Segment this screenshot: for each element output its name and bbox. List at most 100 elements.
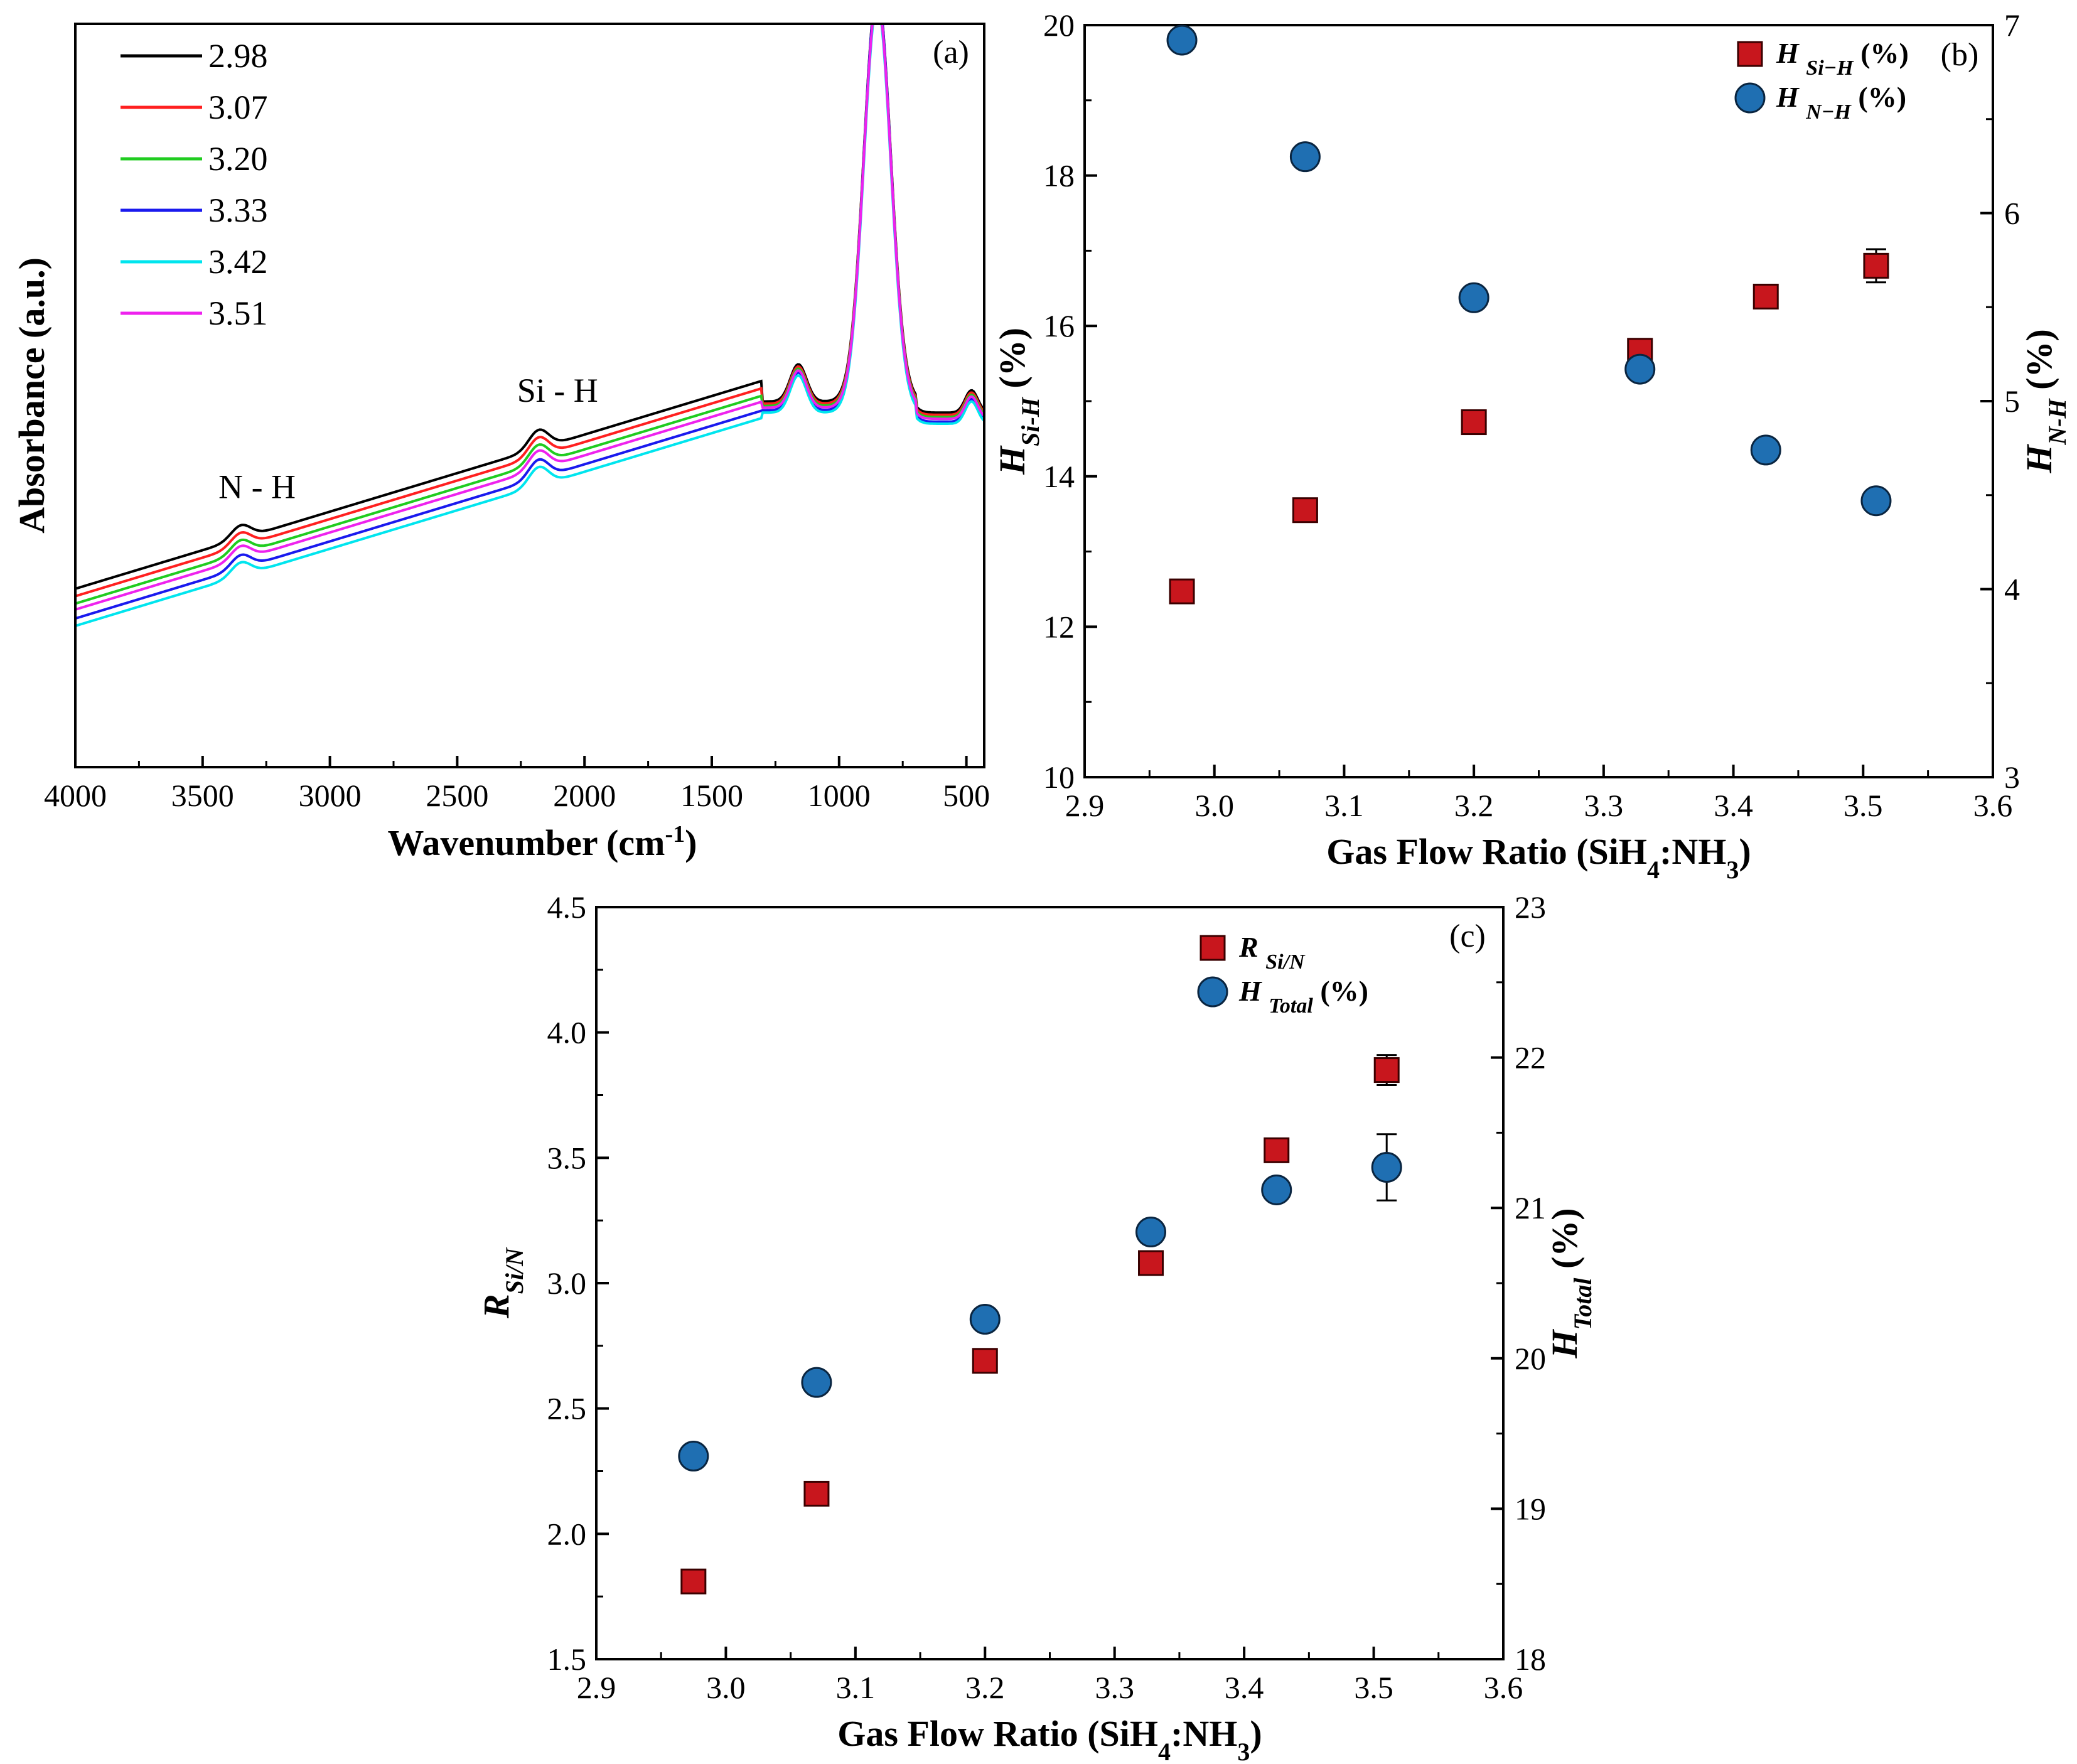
spectrum-line-3.33 [75, 24, 984, 620]
square-point-c-1 [803, 1480, 830, 1507]
x-tick-label-b-3.3: 3.3 [1584, 788, 1624, 823]
y-right-axis-label-b: HN-H (%) [2019, 329, 2071, 474]
y-left-tick-label-b-20: 20 [1043, 8, 1075, 43]
legend-label-3.51: 3.51 [208, 294, 268, 332]
x-axis-label-a: Wavenumber (cm-1) [388, 821, 697, 863]
panel-a: 4000 3500 3000 2500 2000 1500 1000 500 Wavenumbe… [11, 23, 990, 863]
y-left-axis-label-c: RSi/N [476, 1247, 529, 1319]
y-axis-label-a: Absorbance (a.u.) [11, 257, 52, 534]
x-tick-label-c-3.5: 3.5 [1354, 1670, 1393, 1705]
square-point-b-5 [1863, 252, 1889, 279]
x-tick-label-b-3.0: 3.0 [1194, 788, 1234, 823]
y-left-tick-label-c-4.5: 4.5 [547, 890, 587, 925]
circle-point-c-4 [1261, 1174, 1292, 1205]
circle-point-b-4 [1750, 434, 1781, 466]
square-point-b-4 [1752, 283, 1779, 309]
panel-label-c: (c) [1449, 918, 1486, 954]
circle-point-c-3 [1135, 1217, 1167, 1248]
legend-label-3.07: 3.07 [208, 89, 268, 126]
y-right-tick-label-c-20: 20 [1515, 1341, 1546, 1376]
circle-point-c-1 [801, 1367, 832, 1398]
annotation-nh: N - H [218, 468, 296, 506]
y-left-tick-label-c-1.5: 1.5 [547, 1642, 587, 1677]
square-point-c-4 [1264, 1137, 1290, 1163]
y-right-tick-label-c-23: 23 [1515, 890, 1546, 925]
legend-square-b [1737, 41, 1763, 67]
x-tick-label-c-3.2: 3.2 [965, 1670, 1005, 1705]
plot-frame-a [74, 23, 985, 768]
y-right-axis-label-c: HTotal (%) [1544, 1208, 1597, 1358]
y-left-tick-label-b-16: 16 [1043, 308, 1075, 343]
y-left-tick-label-b-12: 12 [1043, 609, 1075, 644]
circle-point-b-1 [1289, 141, 1321, 173]
y-left-tick-label-c-3.5: 3.5 [547, 1140, 587, 1175]
spectrum-line-2.98 [75, 24, 984, 590]
y-left-tick-label-c-4.0: 4.0 [547, 1015, 587, 1050]
circle-point-c-0 [678, 1441, 709, 1472]
y-right-tick-label-c-21: 21 [1515, 1190, 1546, 1225]
x-tick-label-b-3.4: 3.4 [1714, 788, 1753, 823]
plot-frame-c [595, 906, 1505, 1660]
x-tick-label-c-3.6: 3.6 [1484, 1670, 1523, 1705]
spectrum-line-3.51 [75, 24, 984, 611]
spectrum-line-3.42 [75, 24, 984, 627]
circle-point-c-2 [969, 1304, 1001, 1335]
circle-point-b-2 [1458, 282, 1489, 313]
panel-c: 2.9 3.0 3.1 3.2 3.3 3.4 3.5 3.6 1.5 2.0 2.5 3.0 3.5 4… [476, 890, 1597, 1764]
legend-label-3.20: 3.20 [208, 140, 268, 178]
y-right-tick-label-b-5: 5 [2004, 384, 2020, 419]
legend-label-b-1: H N−H (%) [1776, 81, 1906, 124]
y-right-tick-label-b-4: 4 [2004, 572, 2020, 607]
y-right-tick-label-c-19: 19 [1515, 1491, 1546, 1526]
x-tick-label-b-3.2: 3.2 [1454, 788, 1494, 823]
square-point-b-2 [1461, 409, 1487, 436]
x-tick-label-c-3.3: 3.3 [1095, 1670, 1134, 1705]
x-tick-label-b-2.9: 2.9 [1065, 788, 1105, 823]
x-axis-label-c: Gas Flow Ratio (SiH4:NH3) [837, 1713, 1262, 1764]
x-tick-label-a-3000: 3000 [299, 778, 362, 813]
circle-point-b-5 [1860, 485, 1892, 517]
panel-b: 2.9 3.0 3.1 3.2 3.3 3.4 3.5 3.6 10 12 14 16 18 20 3 4 5 6… [992, 8, 2071, 884]
x-tick-label-b-3.1: 3.1 [1324, 788, 1364, 823]
x-tick-label-c-3.1: 3.1 [836, 1670, 876, 1705]
circle-point-b-0 [1166, 24, 1198, 56]
circle-point-b-3 [1624, 353, 1656, 385]
legend-circle-b [1734, 82, 1766, 114]
x-tick-label-c-2.9: 2.9 [577, 1670, 616, 1705]
x-tick-label-c-3.0: 3.0 [706, 1670, 746, 1705]
legend-square-c [1200, 935, 1226, 961]
panel-label-b: (b) [1941, 37, 1979, 73]
legend-label-c-1: H Total (%) [1238, 975, 1368, 1018]
spectrum-line-3.20 [75, 24, 984, 605]
legend-label-3.33: 3.33 [208, 191, 268, 229]
panel-label-a: (a) [933, 35, 969, 70]
y-left-tick-label-b-10: 10 [1043, 760, 1075, 795]
y-left-axis-label-b: HSi-H (%) [992, 328, 1044, 475]
x-tick-label-a-3500: 3500 [171, 778, 234, 813]
y-right-tick-label-c-18: 18 [1515, 1642, 1546, 1677]
x-tick-label-a-1500: 1500 [680, 778, 743, 813]
y-left-tick-label-c-2.0: 2.0 [547, 1516, 587, 1551]
square-point-c-0 [680, 1568, 707, 1595]
x-tick-label-b-3.5: 3.5 [1844, 788, 1883, 823]
spectrum-line-3.07 [75, 24, 984, 598]
x-tick-label-a-2500: 2500 [426, 778, 488, 813]
x-tick-label-c-3.4: 3.4 [1225, 1670, 1264, 1705]
x-tick-label-a-4000: 4000 [44, 778, 107, 813]
legend-label-b-0: H Si−H (%) [1776, 37, 1909, 80]
annotation-sih: Si - H [517, 372, 598, 409]
square-point-b-0 [1169, 578, 1195, 605]
y-left-tick-label-c-3.0: 3.0 [547, 1266, 587, 1301]
y-left-tick-label-b-18: 18 [1043, 158, 1075, 193]
legend-label-3.42: 3.42 [208, 243, 268, 281]
square-point-b-1 [1292, 497, 1318, 524]
square-point-c-2 [972, 1348, 998, 1374]
square-point-c-5 [1373, 1057, 1400, 1084]
square-point-c-3 [1138, 1250, 1164, 1276]
y-right-tick-label-b-3: 3 [2004, 760, 2020, 795]
y-right-tick-label-b-7: 7 [2004, 8, 2020, 43]
x-tick-label-b-3.6: 3.6 [1973, 788, 2013, 823]
x-tick-label-a-2000: 2000 [553, 778, 616, 813]
legend-label-2.98: 2.98 [208, 37, 268, 75]
